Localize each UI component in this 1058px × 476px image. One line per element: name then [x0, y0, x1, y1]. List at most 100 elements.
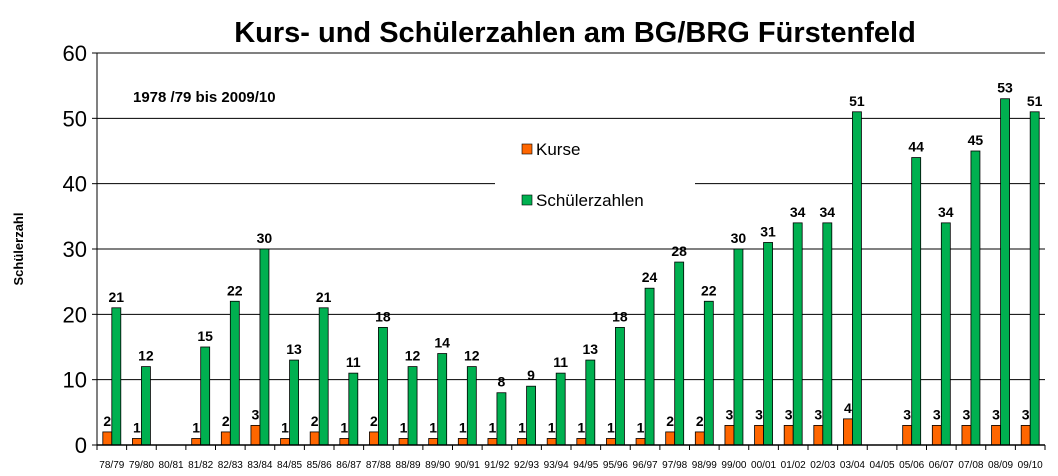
- bar-kurse: [724, 424, 735, 446]
- data-label-schuelerzahlen: 11: [346, 354, 361, 370]
- bar-schuelerzahlen: [141, 366, 151, 446]
- data-label-schuelerzahlen: 24: [642, 269, 658, 285]
- y-tick-label: 50: [63, 106, 87, 131]
- x-tick-label: 08/09: [988, 460, 1013, 471]
- y-tick-label: 20: [63, 302, 87, 327]
- x-tick-label: 90/91: [455, 460, 480, 471]
- data-label-kurse: 2: [311, 413, 319, 429]
- bar-schuelerzahlen: [792, 222, 803, 446]
- bar-kurse: [517, 438, 527, 446]
- data-label-kurse: 2: [696, 413, 704, 429]
- data-label-kurse: 4: [844, 400, 852, 416]
- data-label-schuelerzahlen: 53: [997, 80, 1013, 96]
- data-label-kurse: 1: [133, 419, 141, 435]
- data-label-schuelerzahlen: 18: [612, 308, 628, 324]
- x-tick-label: 82/83: [218, 460, 243, 471]
- x-tick-label: 04/05: [870, 460, 895, 471]
- legend-label-kurse: Kurse: [536, 140, 580, 159]
- bar-kurse: [902, 424, 913, 446]
- bar-kurse: [339, 438, 350, 446]
- bar-schuelerzahlen: [852, 111, 862, 446]
- x-tick-label: 00/01: [751, 460, 776, 471]
- x-tick-label: 87/88: [366, 460, 391, 471]
- data-label-kurse: 1: [192, 419, 200, 435]
- y-tick-label: 30: [63, 237, 87, 262]
- data-label-kurse: 1: [577, 419, 585, 435]
- bar-kurse: [280, 438, 290, 446]
- x-tick-label: 85/86: [307, 460, 332, 471]
- bar-kurse: [309, 431, 320, 446]
- data-label-schuelerzahlen: 8: [498, 374, 506, 390]
- data-label-kurse: 3: [785, 406, 793, 422]
- data-label-schuelerzahlen: 12: [138, 348, 154, 364]
- legend-swatch-kurse: [521, 143, 533, 155]
- y-axis-label: Schülerzahl: [11, 213, 26, 286]
- x-tick-label: 89/90: [425, 460, 450, 471]
- x-tick-label: 95/96: [603, 460, 628, 471]
- data-label-schuelerzahlen: 21: [109, 289, 125, 305]
- x-tick-label: 97/98: [662, 460, 687, 471]
- data-label-kurse: 3: [755, 406, 763, 422]
- bar-kurse: [665, 431, 676, 446]
- bar-schuelerzahlen: [466, 366, 477, 446]
- data-label-schuelerzahlen: 13: [286, 341, 302, 357]
- bar-kurse: [991, 424, 1001, 446]
- bar-schuelerzahlen: [318, 307, 329, 446]
- data-label-kurse: 1: [607, 419, 615, 435]
- data-label-kurse: 2: [222, 413, 230, 429]
- x-tick-label: 88/89: [396, 460, 421, 471]
- bar-schuelerzahlen: [1029, 111, 1040, 446]
- bar-schuelerzahlen: [940, 222, 951, 446]
- data-label-schuelerzahlen: 12: [405, 348, 421, 364]
- bar-kurse: [102, 431, 113, 446]
- data-label-schuelerzahlen: 51: [849, 93, 865, 109]
- data-label-kurse: 1: [340, 419, 348, 435]
- x-tick-label: 99/00: [721, 460, 746, 471]
- bar-kurse: [487, 438, 498, 446]
- x-tick-label: 80/81: [159, 460, 184, 471]
- bar-kurse: [250, 424, 261, 446]
- bar-kurse: [369, 431, 379, 446]
- bar-schuelerzahlen: [822, 222, 833, 446]
- bar-kurse: [754, 424, 764, 446]
- x-tick-label: 84/85: [277, 460, 302, 471]
- bar-schuelerzahlen: [970, 150, 981, 446]
- x-tick-label: 07/08: [958, 460, 983, 471]
- bar-schuelerzahlen: [1000, 98, 1010, 446]
- legend-label-schuelerzahlen: Schülerzahlen: [536, 191, 644, 210]
- bar-schuelerzahlen: [378, 326, 388, 446]
- bar-schuelerzahlen: [200, 346, 211, 446]
- x-tick-label: 98/99: [692, 460, 717, 471]
- data-label-kurse: 1: [548, 419, 556, 435]
- bar-kurse: [1020, 424, 1031, 446]
- bar-schuelerzahlen: [703, 300, 714, 446]
- data-label-schuelerzahlen: 14: [434, 335, 450, 351]
- bar-schuelerzahlen: [259, 248, 270, 446]
- data-label-kurse: 1: [489, 419, 497, 435]
- legend-swatch-schuelerzahlen: [521, 194, 533, 206]
- data-label-schuelerzahlen: 22: [227, 282, 243, 298]
- bar-kurse: [398, 438, 409, 446]
- data-label-kurse: 3: [252, 406, 260, 422]
- bar-kurse: [546, 438, 557, 446]
- data-label-kurse: 1: [429, 419, 437, 435]
- x-tick-label: 83/84: [247, 460, 272, 471]
- data-label-kurse: 3: [933, 406, 941, 422]
- bar-kurse: [220, 431, 231, 446]
- bar-schuelerzahlen: [555, 372, 566, 446]
- data-label-kurse: 1: [637, 419, 645, 435]
- data-label-kurse: 2: [666, 413, 674, 429]
- bar-schuelerzahlen: [289, 359, 299, 446]
- x-tick-label: 94/95: [573, 460, 598, 471]
- x-tick-label: 03/04: [840, 460, 865, 471]
- data-label-kurse: 3: [903, 406, 911, 422]
- bar-kurse: [931, 424, 942, 446]
- bar-schuelerzahlen: [733, 248, 744, 446]
- data-label-schuelerzahlen: 21: [316, 289, 332, 305]
- x-tick-label: 81/82: [188, 460, 213, 471]
- bar-kurse: [606, 438, 616, 446]
- chart-subtitle: 1978 /79 bis 2009/10: [133, 89, 276, 106]
- bar-schuelerzahlen: [644, 287, 655, 446]
- x-tick-label: 78/79: [99, 460, 124, 471]
